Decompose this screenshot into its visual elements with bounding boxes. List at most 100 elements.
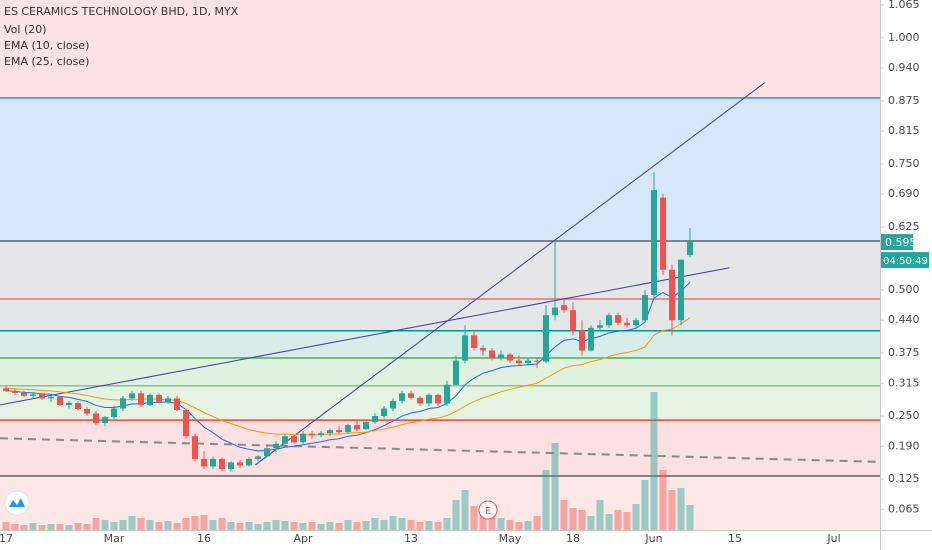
candle-body	[165, 398, 171, 402]
x-tick-label: Mar	[104, 532, 125, 545]
candle-body	[156, 394, 162, 402]
candle-body	[390, 400, 396, 409]
candle-body	[417, 397, 423, 404]
volume-bar	[650, 392, 658, 530]
candle-body	[21, 392, 27, 396]
candle	[255, 455, 261, 462]
volume-bar	[470, 506, 478, 530]
x-tick-label: Apr	[293, 532, 313, 545]
logo	[4, 490, 30, 516]
candle-body	[579, 330, 585, 351]
x-tick-label: Jul	[826, 532, 840, 545]
candle-body	[210, 458, 216, 467]
candle-body	[471, 335, 477, 348]
volume-bar	[20, 525, 28, 530]
band	[0, 420, 880, 477]
y-tick-label: 0.940	[888, 61, 920, 74]
legend-entry: EMA (25, close)	[4, 55, 89, 68]
candle-body	[381, 408, 387, 417]
candle	[498, 350, 504, 361]
volume-bar	[137, 518, 145, 530]
band	[0, 299, 880, 331]
candle	[237, 460, 243, 468]
trend-line	[0, 267, 730, 406]
candle-body	[336, 430, 342, 433]
earnings-circle	[478, 500, 498, 520]
candle-body	[561, 305, 567, 311]
volume-bar	[209, 520, 217, 530]
volume-bar	[659, 470, 667, 530]
candle	[516, 355, 522, 366]
volume-bar	[677, 488, 685, 530]
candle-body	[300, 433, 306, 443]
volume-bar	[281, 521, 289, 530]
x-tick-label: 17	[0, 532, 13, 545]
candle	[615, 312, 621, 326]
candle-body	[102, 417, 108, 424]
volume-bar	[344, 520, 352, 530]
candle	[228, 461, 234, 472]
candle	[354, 421, 360, 432]
volume-bar	[146, 520, 154, 530]
volume-bar	[290, 522, 298, 530]
candle-body	[606, 315, 612, 326]
candle	[174, 395, 180, 411]
candle	[3, 385, 9, 392]
volume-bar	[578, 510, 586, 530]
candle	[336, 426, 342, 434]
candle	[633, 317, 639, 328]
candle-body	[111, 408, 117, 418]
candle	[75, 400, 81, 410]
candle	[417, 395, 423, 406]
volume-bar	[506, 520, 514, 530]
x-tick-label: 15	[728, 532, 742, 545]
candle-body	[480, 347, 486, 351]
volume-bar	[380, 520, 388, 530]
volume-bar	[641, 480, 649, 530]
y-tick-label: 0.250	[888, 409, 920, 422]
candle-body	[201, 458, 207, 467]
volume-bar	[38, 525, 46, 530]
y-tick-label: 0.375	[888, 346, 920, 359]
volume-bar	[101, 520, 109, 530]
candle	[444, 380, 450, 406]
countdown-box	[881, 252, 929, 269]
candle-body	[426, 394, 432, 404]
candle	[372, 413, 378, 424]
candle	[453, 355, 459, 386]
candle	[12, 388, 18, 395]
candle	[282, 433, 288, 447]
candle-body	[678, 259, 684, 321]
band	[0, 330, 880, 359]
candle-body	[651, 190, 657, 296]
candle-body	[75, 402, 81, 409]
volume-bar	[452, 500, 460, 530]
volume-bar	[416, 522, 424, 530]
candle-body	[3, 388, 9, 391]
candle-body	[354, 425, 360, 430]
candle	[381, 405, 387, 419]
candle-body	[660, 197, 666, 270]
candle	[525, 358, 531, 366]
trend-line	[0, 437, 880, 463]
candle-body	[318, 433, 324, 436]
y-tick-label: 0.875	[888, 94, 920, 107]
price-axis-bg	[880, 0, 932, 550]
candle-body	[408, 393, 414, 398]
volume-bar	[389, 516, 397, 530]
volume-bar	[155, 522, 163, 530]
candle	[651, 171, 657, 298]
volume-bar	[182, 518, 190, 530]
candle-body	[93, 413, 99, 424]
volume-bar	[362, 521, 370, 530]
candle	[201, 451, 207, 469]
candle	[264, 446, 270, 458]
volume-bar	[515, 522, 523, 530]
candle-body	[291, 436, 297, 443]
candle	[543, 305, 549, 364]
candle-body	[12, 390, 18, 393]
candle-body	[174, 398, 180, 410]
candle	[606, 312, 612, 328]
volume-bar	[632, 504, 640, 530]
